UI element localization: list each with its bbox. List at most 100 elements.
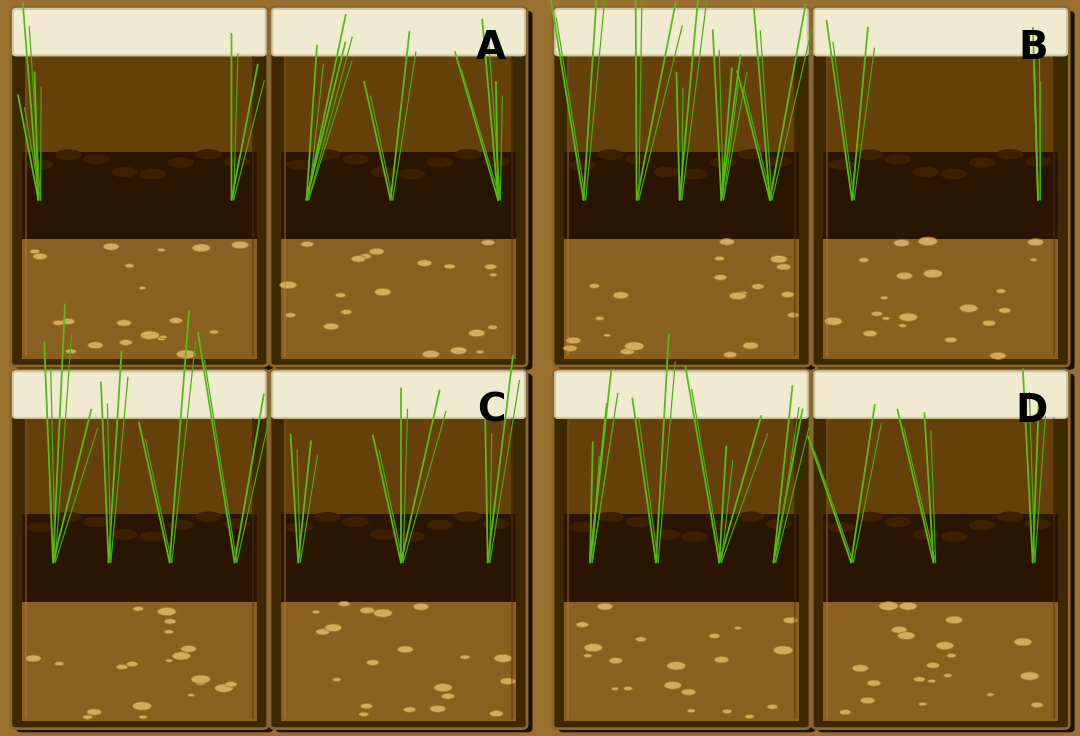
Ellipse shape (26, 655, 41, 662)
Ellipse shape (375, 289, 391, 296)
Ellipse shape (117, 665, 127, 670)
Ellipse shape (743, 342, 758, 349)
Ellipse shape (734, 626, 742, 630)
Ellipse shape (576, 622, 589, 627)
Ellipse shape (863, 330, 877, 336)
Ellipse shape (210, 330, 218, 334)
Ellipse shape (455, 512, 481, 522)
Ellipse shape (140, 331, 160, 339)
Ellipse shape (856, 512, 882, 523)
Ellipse shape (584, 643, 603, 651)
Ellipse shape (766, 519, 792, 529)
Ellipse shape (945, 337, 957, 342)
Ellipse shape (681, 689, 696, 696)
Ellipse shape (460, 655, 470, 659)
Ellipse shape (708, 634, 720, 638)
Ellipse shape (476, 350, 484, 353)
Ellipse shape (139, 715, 147, 719)
Ellipse shape (286, 160, 312, 170)
Ellipse shape (195, 512, 221, 522)
Ellipse shape (120, 339, 133, 345)
Ellipse shape (139, 169, 165, 180)
Ellipse shape (176, 350, 195, 358)
FancyBboxPatch shape (272, 372, 525, 418)
Bar (828, 384, 1053, 531)
Ellipse shape (667, 662, 686, 670)
Ellipse shape (361, 704, 373, 709)
Ellipse shape (767, 704, 778, 710)
Bar (823, 236, 1058, 359)
Ellipse shape (126, 662, 138, 667)
Ellipse shape (969, 520, 995, 530)
Ellipse shape (719, 238, 734, 245)
Ellipse shape (172, 652, 190, 660)
Ellipse shape (944, 673, 953, 677)
Ellipse shape (824, 317, 842, 325)
Ellipse shape (773, 646, 793, 654)
Ellipse shape (867, 680, 880, 686)
Ellipse shape (314, 512, 340, 523)
Ellipse shape (752, 284, 765, 289)
Ellipse shape (483, 156, 509, 166)
Ellipse shape (333, 678, 341, 682)
Bar (22, 236, 257, 359)
Bar (286, 21, 511, 169)
Ellipse shape (828, 522, 854, 533)
Ellipse shape (859, 258, 868, 262)
Ellipse shape (133, 606, 144, 611)
Ellipse shape (167, 158, 193, 168)
FancyBboxPatch shape (11, 7, 268, 367)
Ellipse shape (224, 156, 249, 166)
Ellipse shape (55, 662, 64, 666)
Ellipse shape (783, 617, 797, 623)
Ellipse shape (999, 308, 1011, 313)
Ellipse shape (882, 316, 890, 320)
Ellipse shape (597, 512, 623, 523)
Ellipse shape (27, 160, 53, 170)
Ellipse shape (710, 158, 735, 168)
Ellipse shape (314, 149, 340, 160)
Ellipse shape (852, 665, 868, 672)
Ellipse shape (360, 254, 372, 259)
Ellipse shape (427, 520, 453, 530)
Bar (22, 152, 257, 239)
Ellipse shape (83, 715, 93, 719)
Ellipse shape (482, 240, 495, 246)
Bar (22, 598, 257, 721)
Ellipse shape (880, 296, 888, 300)
Ellipse shape (997, 149, 1023, 160)
Ellipse shape (450, 347, 467, 354)
Ellipse shape (342, 154, 368, 165)
Ellipse shape (139, 286, 146, 290)
Ellipse shape (158, 607, 176, 616)
Ellipse shape (324, 323, 339, 330)
Ellipse shape (714, 275, 727, 280)
Bar (281, 236, 516, 359)
Ellipse shape (360, 607, 375, 614)
Ellipse shape (366, 659, 379, 665)
Ellipse shape (225, 682, 238, 687)
FancyBboxPatch shape (16, 11, 273, 370)
Text: A: A (475, 29, 505, 68)
Ellipse shape (738, 512, 764, 522)
Bar (564, 152, 799, 239)
Ellipse shape (55, 149, 81, 160)
Ellipse shape (66, 349, 77, 354)
Ellipse shape (485, 264, 497, 269)
Ellipse shape (1027, 238, 1043, 246)
Ellipse shape (312, 610, 320, 614)
Ellipse shape (787, 313, 799, 317)
Ellipse shape (165, 659, 173, 662)
Ellipse shape (724, 352, 737, 358)
FancyBboxPatch shape (275, 11, 532, 370)
Ellipse shape (191, 675, 211, 684)
Ellipse shape (919, 702, 927, 706)
Ellipse shape (32, 253, 48, 260)
Ellipse shape (893, 239, 909, 247)
FancyBboxPatch shape (818, 11, 1075, 370)
Ellipse shape (232, 241, 248, 249)
Ellipse shape (892, 626, 907, 633)
Ellipse shape (325, 624, 341, 631)
Ellipse shape (125, 263, 134, 268)
Ellipse shape (414, 604, 429, 610)
